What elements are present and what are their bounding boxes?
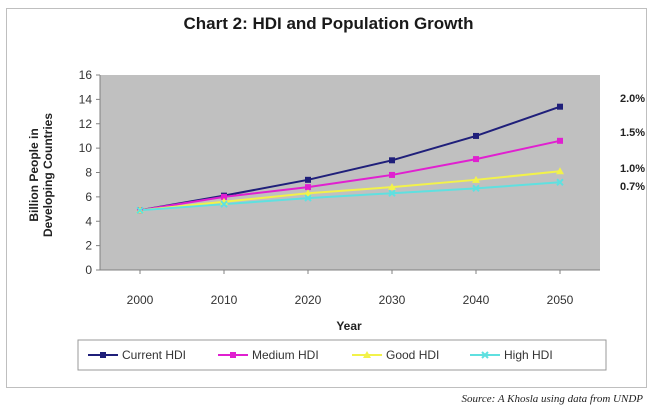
data-point-medium-hdi: [305, 184, 311, 191]
legend-label-high-hdi: High HDI: [504, 348, 553, 362]
x-tick-label: 2040: [463, 293, 490, 307]
data-point-current-hdi: [305, 176, 311, 183]
data-point-high-hdi: [472, 184, 480, 193]
y-tick-label: 4: [85, 214, 92, 228]
data-point-medium-hdi: [389, 171, 395, 178]
legend-box: [77, 339, 607, 371]
legend-marker-good-hdi: [363, 351, 371, 358]
data-point-good-hdi: [304, 189, 312, 197]
y-axis-title-line2: Developing Countries: [41, 113, 55, 237]
x-axis-title: Year: [336, 319, 362, 333]
legend-label-current-hdi: Current HDI: [122, 348, 186, 362]
y-tick-label: 0: [85, 263, 92, 277]
data-point-high-hdi: [304, 194, 312, 202]
legend-label-good-hdi: Good HDI: [386, 348, 439, 362]
legend-marker-current-hdi: [100, 352, 106, 358]
x-tick-label: 2030: [379, 293, 406, 307]
y-tick-label: 2: [85, 239, 92, 253]
data-point-high-hdi: [136, 206, 144, 214]
y-tick-label: 8: [85, 166, 92, 180]
growth-rate-high-hdi: 0.7%: [620, 181, 645, 193]
data-point-medium-hdi: [221, 193, 227, 200]
source-note: Source: A Khosla using data from UNDP: [461, 393, 643, 405]
data-point-medium-hdi: [473, 156, 479, 163]
x-tick-label: 2000: [127, 293, 154, 307]
x-tick-label: 2020: [295, 293, 322, 307]
y-tick-label: 12: [79, 117, 93, 131]
y-tick-label: 14: [79, 92, 93, 106]
growth-rate-good-hdi: 1.0%: [620, 163, 645, 175]
chart-title: Chart 2: HDI and Population Growth: [183, 14, 474, 33]
data-point-high-hdi: [556, 178, 564, 186]
data-point-medium-hdi: [557, 137, 563, 144]
data-point-high-hdi: [388, 189, 396, 197]
growth-rate-medium-hdi: 1.5%: [620, 127, 645, 139]
data-point-good-hdi: [388, 183, 396, 191]
y-axis-title-line1: Billion People in: [27, 128, 41, 221]
legend-marker-medium-hdi: [230, 352, 236, 358]
x-tick-label: 2050: [547, 293, 574, 307]
y-tick-label: 16: [79, 68, 93, 82]
legend-marker-high-hdi: [481, 351, 489, 359]
data-point-good-hdi: [472, 175, 480, 183]
data-point-good-hdi: [556, 167, 564, 175]
data-point-current-hdi: [557, 103, 563, 110]
data-point-high-hdi: [220, 200, 228, 208]
y-tick-label: 6: [85, 190, 92, 204]
data-point-current-hdi: [473, 132, 479, 139]
series-line-current-hdi: [139, 105, 561, 212]
y-tick-label: 10: [79, 141, 93, 155]
series-line-good-hdi: [139, 170, 561, 212]
data-point-current-hdi: [389, 157, 395, 164]
series-line-medium-hdi: [139, 139, 561, 212]
legend-label-medium-hdi: Medium HDI: [252, 348, 319, 362]
growth-rate-current-hdi: 2.0%: [620, 93, 645, 105]
plot-area: [100, 75, 600, 270]
series-line-high-hdi: [139, 181, 561, 212]
x-tick-label: 2010: [211, 293, 238, 307]
